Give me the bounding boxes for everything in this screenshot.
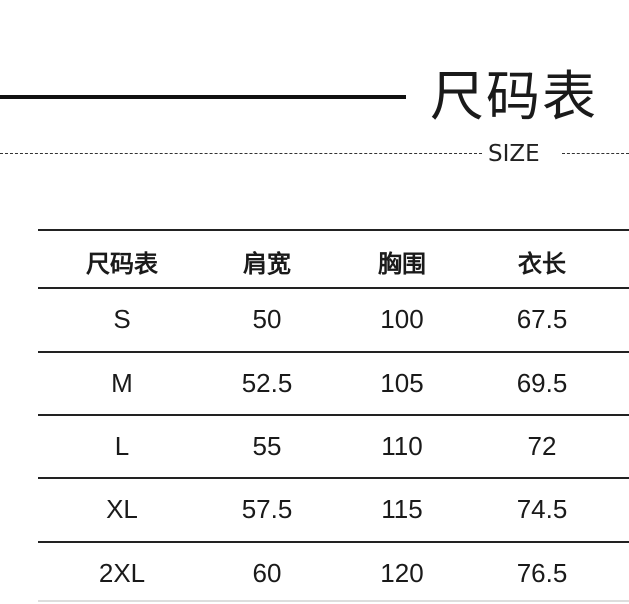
- page-title: 尺码表: [430, 65, 598, 128]
- table-header-row: 尺码表 肩宽 胸围 衣长: [38, 230, 629, 292]
- measurement-cell: 110: [381, 430, 423, 461]
- row-divider: [38, 414, 629, 416]
- table-row: XL 57.5 115 74.5: [38, 478, 629, 540]
- row-divider: [38, 541, 629, 543]
- size-cell: 2XL: [98, 557, 146, 588]
- measurement-cell: 67.5: [516, 303, 568, 334]
- measurement-cell: 72: [527, 430, 557, 461]
- dashed-rule-left: [0, 153, 482, 154]
- column-header: 衣长: [518, 249, 566, 278]
- measurement-cell: 60: [252, 557, 282, 588]
- measurement-cell: 100: [380, 303, 424, 334]
- column-header: 尺码表: [86, 249, 158, 278]
- page-subtitle: SIZE: [488, 141, 540, 167]
- measurement-cell: 55: [252, 430, 282, 461]
- dashed-rule-right: [562, 153, 629, 154]
- measurement-cell: 57.5: [241, 493, 293, 524]
- title-rule: [0, 95, 406, 99]
- measurement-cell: 69.5: [516, 367, 568, 398]
- measurement-cell: 74.5: [516, 493, 568, 524]
- table-row: M 52.5 105 69.5: [38, 352, 629, 414]
- size-cell: S: [113, 303, 131, 334]
- table-row: L 55 110 72: [38, 415, 629, 477]
- column-header: 肩宽: [243, 249, 291, 278]
- measurement-cell: 50: [252, 303, 282, 334]
- size-cell: XL: [106, 493, 138, 524]
- table-bottom-rule: [38, 600, 629, 602]
- size-cell: L: [114, 430, 130, 461]
- measurement-cell: 120: [380, 557, 424, 588]
- table-top-rule: [38, 229, 629, 231]
- row-divider: [38, 477, 629, 479]
- size-cell: M: [111, 367, 133, 398]
- measurement-cell: 115: [381, 493, 423, 524]
- table-row: S 50 100 67.5: [38, 288, 629, 350]
- row-divider: [38, 351, 629, 353]
- measurement-cell: 52.5: [241, 367, 293, 398]
- measurement-cell: 76.5: [516, 557, 568, 588]
- table-row: 2XL 60 120 76.5: [38, 542, 629, 604]
- column-header: 胸围: [378, 249, 426, 278]
- row-divider: [38, 287, 629, 289]
- measurement-cell: 105: [380, 367, 424, 398]
